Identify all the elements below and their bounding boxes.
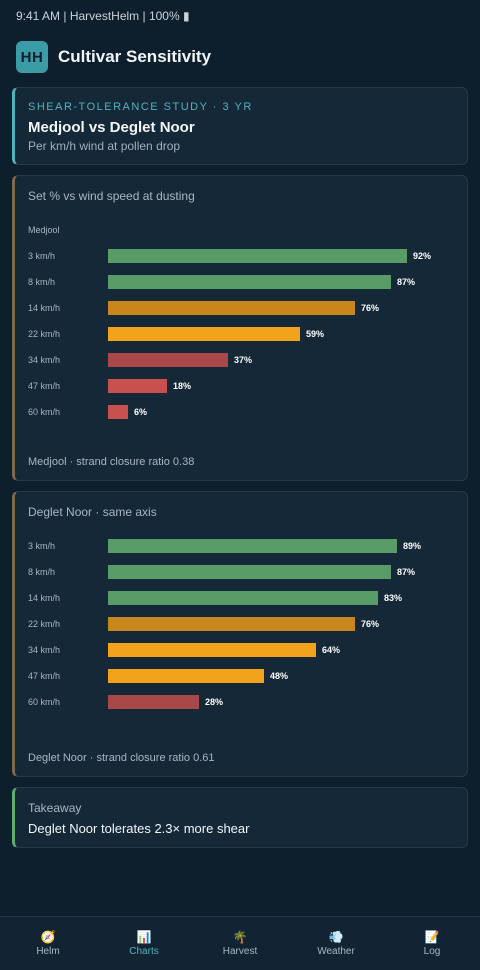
chart-footer: Medjool · strand closure ratio 0.38	[28, 456, 195, 468]
bar-category-label: 8 km/h	[28, 567, 56, 577]
nav-charts[interactable]: 📊 Charts	[96, 917, 192, 970]
study-subtitle: Per km/h wind at pollen drop	[28, 139, 181, 153]
nav-label: Harvest	[222, 946, 258, 957]
bar-row: 47 km/h 18%	[28, 379, 458, 393]
bar-row: 47 km/h 48%	[28, 669, 458, 683]
palm-icon: 🌴	[232, 930, 248, 944]
nav-harvest[interactable]: 🌴 Harvest	[192, 917, 288, 970]
bar-category-label: 22 km/h	[28, 329, 61, 339]
bar-value-label: 48%	[270, 671, 289, 681]
bar-value-label: 18%	[173, 381, 192, 391]
chart-icon: 📊	[136, 930, 152, 944]
bar-category-label: 14 km/h	[28, 303, 61, 313]
takeaway-label: Takeaway	[28, 801, 82, 815]
memo-icon: 📝	[424, 930, 440, 944]
bar-value-label: 37%	[234, 355, 253, 365]
bar-row: 14 km/h 83%	[28, 591, 458, 605]
bar-category-label: 60 km/h	[28, 697, 61, 707]
bar-category-label: 47 km/h	[28, 671, 61, 681]
nav-label: Helm	[36, 946, 60, 957]
bar	[108, 643, 316, 657]
bar	[108, 379, 167, 393]
bar-category-label: 14 km/h	[28, 593, 61, 603]
bar-category-label: 3 km/h	[28, 541, 56, 551]
app-header: HH Cultivar Sensitivity	[16, 41, 211, 73]
bar	[108, 591, 378, 605]
bar-value-label: 28%	[205, 697, 224, 707]
bar	[108, 353, 228, 367]
chart-footer: Deglet Noor · strand closure ratio 0.61	[28, 752, 215, 764]
study-card: SHEAR-TOLERANCE STUDY · 3 YR Medjool vs …	[12, 87, 468, 165]
bar-row: 14 km/h 76%	[28, 301, 458, 315]
bar-row: 60 km/h 28%	[28, 695, 458, 709]
page-title: Cultivar Sensitivity	[58, 47, 212, 66]
bar	[108, 249, 407, 263]
bar-value-label: 83%	[384, 593, 403, 603]
bar-value-label: 76%	[361, 303, 380, 313]
bar	[108, 565, 391, 579]
nav-helm[interactable]: 🧭 Helm	[0, 917, 96, 970]
bar-category-label: 22 km/h	[28, 619, 61, 629]
takeaway-text: Deglet Noor tolerates 2.3× more shear	[28, 821, 250, 836]
bar-category-label: 34 km/h	[28, 355, 61, 365]
compass-icon: 🧭	[40, 930, 56, 944]
chart-title: Deglet Noor · same axis	[28, 505, 157, 519]
nav-weather[interactable]: 💨 Weather	[288, 917, 384, 970]
bar-value-label: 6%	[134, 407, 148, 417]
bar	[108, 539, 397, 553]
bottom-nav: 🧭 Helm 📊 Charts 🌴 Harvest 💨 Weather 📝 Lo…	[0, 916, 480, 970]
nav-label: Weather	[317, 946, 355, 957]
bar-row: 60 km/h 6%	[28, 405, 458, 419]
bar-row: 34 km/h 64%	[28, 643, 458, 657]
bar-row: 8 km/h 87%	[28, 275, 458, 289]
chart-title: Set % vs wind speed at dusting	[28, 189, 195, 203]
study-title: Medjool vs Deglet Noor	[28, 119, 195, 136]
takeaway-card: Takeaway Deglet Noor tolerates 2.3× more…	[12, 787, 468, 848]
bar-value-label: 87%	[397, 277, 416, 287]
bar-value-label: 89%	[403, 541, 422, 551]
bar	[108, 327, 300, 341]
nav-label: Log	[423, 946, 441, 957]
bar-row: 22 km/h 76%	[28, 617, 458, 631]
study-eyebrow: SHEAR-TOLERANCE STUDY · 3 YR	[28, 101, 253, 113]
bar-value-label: 64%	[322, 645, 341, 655]
bar	[108, 301, 355, 315]
status-bar: 9:41 AM | HarvestHelm | 100% ▮	[16, 9, 190, 23]
bar-category-label: 34 km/h	[28, 645, 61, 655]
bar-row: 34 km/h 37%	[28, 353, 458, 367]
bar-row: 22 km/h 59%	[28, 327, 458, 341]
medjool-chart-card: Set % vs wind speed at dusting Medjool 3…	[12, 175, 468, 481]
deglet-chart-card: Deglet Noor · same axis 3 km/h 89% 8 km/h 8…	[12, 491, 468, 777]
nav-label: Charts	[129, 946, 159, 957]
nav-log[interactable]: 📝 Log	[384, 917, 480, 970]
app-logo: HH	[16, 41, 48, 73]
bar-row: 8 km/h 87%	[28, 565, 458, 579]
bar-category-label: 8 km/h	[28, 277, 56, 287]
bar	[108, 669, 264, 683]
bar	[108, 695, 199, 709]
bar-category-label: 47 km/h	[28, 381, 61, 391]
bar-value-label: 76%	[361, 619, 380, 629]
wind-icon: 💨	[328, 930, 344, 944]
bar-row: 3 km/h 89%	[28, 539, 458, 553]
bar-value-label: 92%	[413, 251, 432, 261]
bar-row: 3 km/h 92%	[28, 249, 458, 263]
bar-category-label: 60 km/h	[28, 407, 61, 417]
bar	[108, 617, 355, 631]
bar	[108, 275, 391, 289]
bar-category-label: 3 km/h	[28, 251, 56, 261]
series-label: Medjool	[28, 225, 60, 235]
bar	[108, 405, 128, 419]
bar-value-label: 59%	[306, 329, 325, 339]
bar-value-label: 87%	[397, 567, 416, 577]
